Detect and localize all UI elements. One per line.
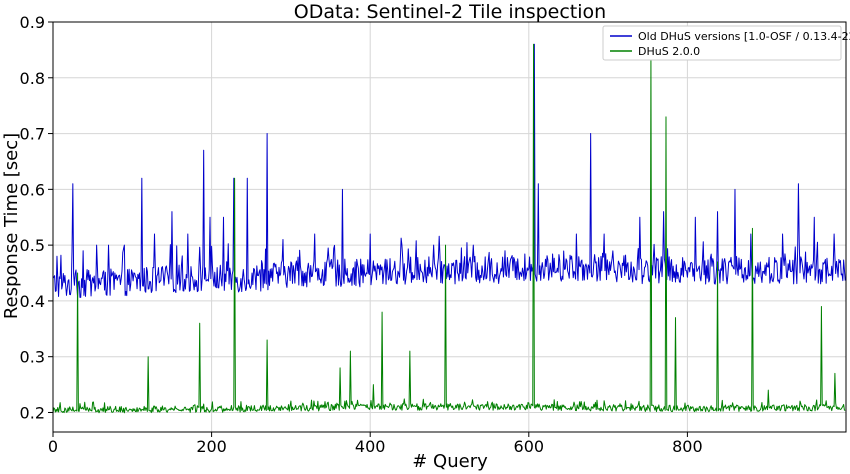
x-axis-label: # Query (412, 451, 488, 472)
x-tick-label: 400 (355, 437, 386, 456)
y-tick-label: 0.6 (20, 180, 45, 199)
plot-frame (52, 21, 847, 433)
x-tick-label: 200 (196, 437, 227, 456)
y-tick-label: 0.3 (20, 348, 45, 367)
y-tick-label: 0.5 (20, 236, 45, 255)
series-layer (52, 43, 846, 414)
series-line-dhus-2 (52, 43, 846, 414)
legend-label-new: DHuS 2.0.0 (638, 45, 700, 58)
x-tick-label: 0 (48, 437, 58, 456)
legend-label-old: Old DHuS versions [1.0-OSF / 0.13.4-22] (638, 30, 850, 43)
x-tick-label: 600 (514, 437, 545, 456)
chart-title: OData: Sentinel-2 Tile inspection (294, 1, 606, 23)
y-tick-label: 0.8 (20, 69, 45, 88)
x-tick-label: 800 (672, 437, 703, 456)
y-ticks: 0.2 0.3 0.4 0.5 0.6 0.7 0.8 0.9 (20, 13, 53, 422)
y-tick-label: 0.2 (20, 403, 45, 422)
y-tick-label: 0.9 (20, 13, 45, 32)
y-tick-label: 0.7 (20, 125, 45, 144)
series-line-old-dhus (52, 43, 846, 298)
y-axis-label: Response Time [sec] (1, 133, 22, 319)
legend-box (602, 25, 842, 61)
y-tick-label: 0.4 (20, 292, 45, 311)
x-ticks: 0 200 400 600 800 (48, 432, 703, 456)
legend: Old DHuS versions [1.0-OSF / 0.13.4-22] … (602, 25, 850, 61)
